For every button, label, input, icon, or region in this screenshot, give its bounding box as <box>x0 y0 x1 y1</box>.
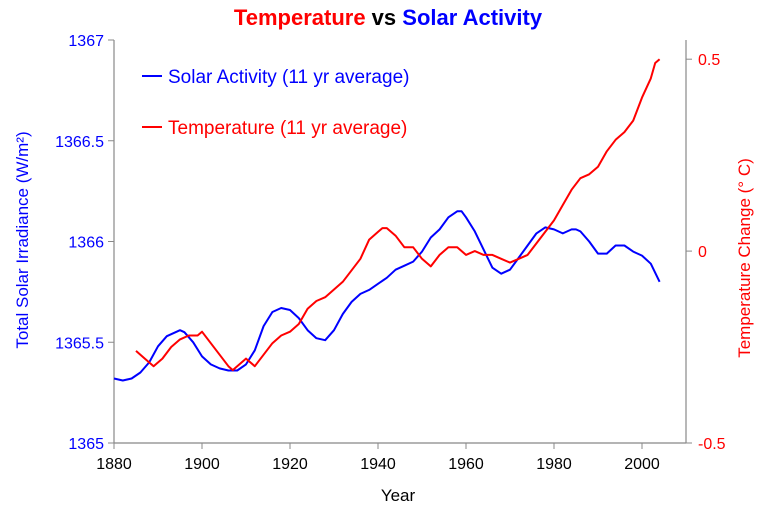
title-part-temperature: Temperature <box>234 5 366 30</box>
y-right-tick-label: -0.5 <box>698 436 726 453</box>
x-tick-label: 1980 <box>536 456 572 473</box>
title-part-solar: Solar Activity <box>402 5 543 30</box>
x-tick-label: 1960 <box>448 456 484 473</box>
x-tick-label: 1920 <box>272 456 308 473</box>
legend-label: Temperature (11 yr average) <box>168 118 407 139</box>
y-left-tick-label: 1367 <box>68 33 104 50</box>
temperature-line <box>135 58 661 372</box>
x-tick-label: 2000 <box>624 456 660 473</box>
x-tick-label: 1900 <box>184 456 220 473</box>
x-tick-label: 1940 <box>360 456 396 473</box>
solar-activity-line <box>113 210 661 382</box>
x-tick-label: 1880 <box>96 456 132 473</box>
legend: Solar Activity (11 yr average) Temperatur… <box>142 67 409 139</box>
y-left-tick-label: 1365.5 <box>55 335 104 352</box>
y-right-tick-label: 0.5 <box>698 52 720 69</box>
legend-label: Solar Activity (11 yr average) <box>168 67 409 88</box>
y-axis-label-right: Temperature Change (° C) <box>735 158 754 358</box>
y-right-tick-label: 0 <box>698 244 707 261</box>
ticks: 1880 1900 1920 1940 1960 1980 2000 1365 1365.5 13… <box>55 33 726 473</box>
x-axis-label: Year <box>381 486 416 505</box>
y-left-tick-label: 1366 <box>68 235 104 252</box>
y-left-tick-label: 1366.5 <box>55 134 104 151</box>
title-part-vs: vs <box>366 5 403 30</box>
y-left-tick-label: 1365 <box>68 436 104 453</box>
chart-title: Temperature vs Solar Activity <box>234 5 543 30</box>
series-lines <box>113 58 661 382</box>
y-axis-label-left: Total Solar Irradiance (W/m²) <box>13 131 32 348</box>
